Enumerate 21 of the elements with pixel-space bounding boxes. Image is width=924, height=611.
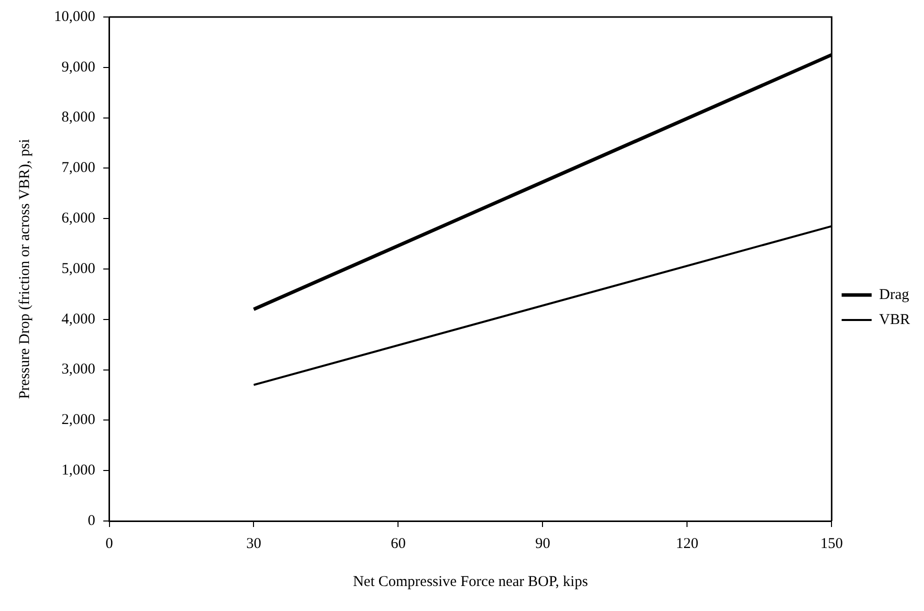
x-tick-label: 60 (390, 536, 406, 552)
x-axis-title: Net Compressive Force near BOP, kips (352, 574, 588, 590)
y-tick-label: 8,000 (62, 110, 96, 126)
y-tick-label: 9,000 (62, 59, 96, 76)
legend-label: VBR (879, 312, 910, 328)
y-tick-label: 7,000 (62, 160, 96, 176)
y-tick-label: 4,000 (62, 311, 96, 328)
y-tick-label: 2,000 (62, 412, 96, 428)
y-tick-label: 0 (88, 512, 96, 529)
x-tick-label: 150 (820, 536, 843, 552)
y-tick-label: 1,000 (62, 462, 96, 479)
y-tick-label: 10,000 (54, 8, 96, 25)
y-tick-label: 6,000 (62, 210, 96, 227)
x-tick-label: 120 (676, 536, 698, 552)
y-tick-label: 5,000 (62, 260, 96, 277)
x-tick-label: 30 (246, 536, 262, 552)
x-tick-label: 90 (535, 536, 550, 552)
x-tick-label: 0 (106, 536, 113, 552)
y-axis-title: Pressure Drop (friction or across VBR), psi (16, 138, 33, 400)
y-tick-label: 3,000 (62, 362, 96, 378)
legend-label: Drag (879, 286, 910, 303)
